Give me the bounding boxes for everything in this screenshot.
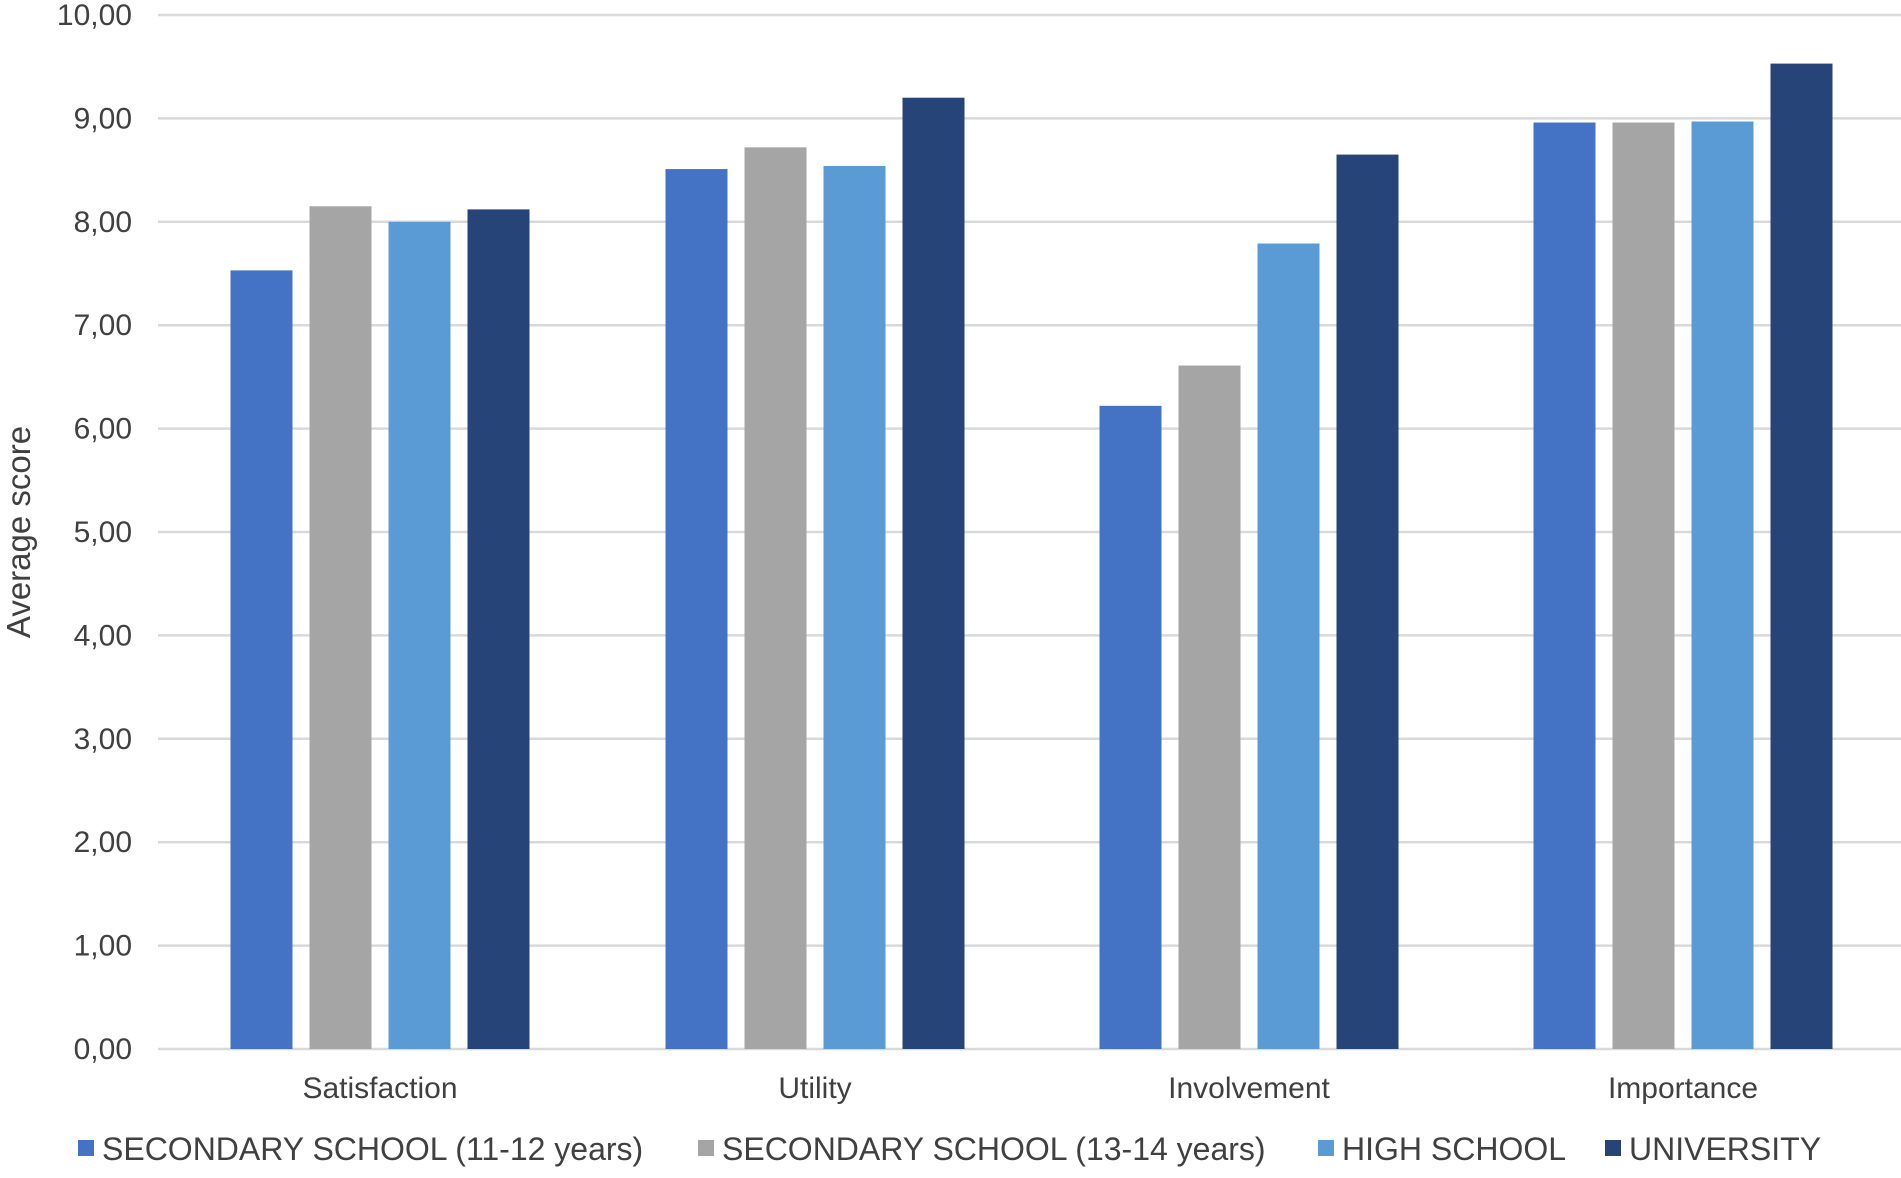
bar-importance-series-2 <box>1612 122 1675 1049</box>
bar-involvement-series-1 <box>1099 405 1162 1049</box>
legend-swatch <box>1318 1140 1334 1156</box>
y-tick-label: 7,00 <box>74 309 132 342</box>
y-tick-label: 8,00 <box>74 206 132 239</box>
y-axis-title: Average score <box>0 426 37 638</box>
bar-involvement-series-3 <box>1257 243 1320 1049</box>
legend-label: HIGH SCHOOL <box>1342 1131 1566 1167</box>
legend-swatch <box>78 1140 94 1156</box>
bar-utility-series-4 <box>902 97 965 1050</box>
legend-swatch <box>698 1140 714 1156</box>
y-tick-label: 0,00 <box>74 1033 132 1066</box>
x-tick-label: Importance <box>1608 1072 1758 1105</box>
bar-satisfaction-series-1 <box>230 270 293 1049</box>
bar-importance-series-1 <box>1533 122 1596 1049</box>
legend-label: UNIVERSITY <box>1629 1131 1821 1167</box>
x-axis-ticks: Satisfaction Utility Involvement Importance <box>302 1072 1758 1105</box>
x-tick-label: Satisfaction <box>302 1072 457 1105</box>
bar-satisfaction-series-2 <box>309 206 372 1050</box>
legend-label: SECONDARY SCHOOL (11-12 years) <box>102 1131 643 1167</box>
bar-utility-series-3 <box>823 165 886 1050</box>
bar-importance-series-4 <box>1770 63 1833 1049</box>
bar-utility-series-1 <box>665 169 728 1050</box>
bar-importance-series-3 <box>1691 121 1754 1049</box>
y-tick-label: 10,00 <box>57 0 132 32</box>
bar-utility-series-2 <box>744 147 807 1050</box>
y-tick-label: 4,00 <box>74 619 132 652</box>
bar-satisfaction-series-4 <box>467 209 530 1050</box>
y-tick-label: 1,00 <box>74 930 132 963</box>
y-tick-label: 2,00 <box>74 826 132 859</box>
x-tick-label: Utility <box>778 1072 851 1105</box>
y-tick-label: 9,00 <box>74 102 132 135</box>
legend-label: SECONDARY SCHOOL (13-14 years) <box>722 1131 1266 1167</box>
bar-involvement-series-4 <box>1336 154 1399 1050</box>
y-tick-label: 5,00 <box>74 516 132 549</box>
y-axis-ticks: 0,00 1,00 2,00 3,00 4,00 5,00 6,00 7,00 8,00 9,00… <box>57 0 132 1066</box>
bar-satisfaction-series-3 <box>388 221 451 1050</box>
y-tick-label: 3,00 <box>74 723 132 756</box>
x-tick-label: Involvement <box>1168 1072 1330 1105</box>
bar-involvement-series-2 <box>1178 365 1241 1049</box>
bars <box>230 63 1833 1050</box>
legend: SECONDARY SCHOOL (11-12 years) SECONDARY … <box>78 1131 1821 1167</box>
legend-swatch <box>1605 1140 1621 1156</box>
y-tick-label: 6,00 <box>74 413 132 446</box>
